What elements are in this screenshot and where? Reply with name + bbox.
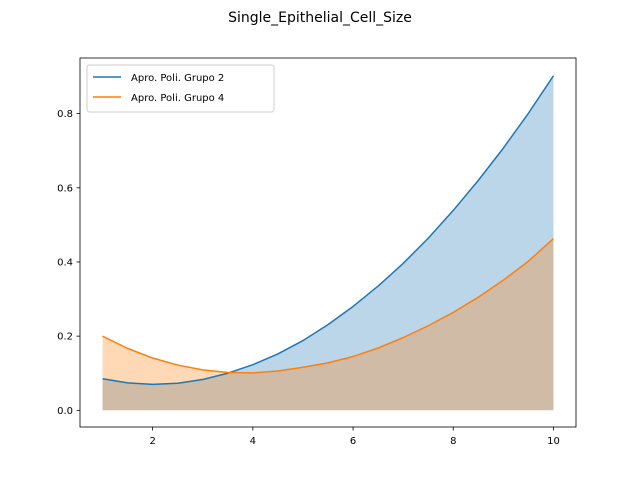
x-tick-label: 8 [450,436,456,447]
series-line-2 [102,238,554,374]
x-tick-label: 10 [547,436,560,447]
x-tick-label: 2 [149,436,155,447]
x-tick-label: 6 [350,436,356,447]
legend-label-1: Apro. Poli. Grupo 2 [131,73,224,84]
series-fill-1 [102,75,554,411]
y-axis: 0.0 0.2 0.4 0.6 0.8 [57,109,80,417]
y-tick-label: 0.8 [57,109,73,120]
series-fill-2 [102,238,554,411]
series-line-1 [102,75,555,386]
legend: Apro. Poli. Grupo 2 Apro. Poli. Grupo 4 [86,64,275,113]
area-fills [102,75,554,411]
y-tick-label: 0.4 [57,257,73,268]
series-lines [102,75,555,386]
y-tick-label: 0.2 [57,332,73,343]
y-tick-label: 0.0 [57,406,73,417]
x-tick-label: 4 [250,436,256,447]
chart-title: Single_Epithelial_Cell_Size [228,10,412,26]
legend-label-2: Apro. Poli. Grupo 4 [131,93,224,104]
x-axis: 2 4 6 8 10 [149,427,560,447]
legend-box [86,64,275,113]
y-tick-label: 0.6 [57,183,73,194]
plot-frame [79,57,577,428]
